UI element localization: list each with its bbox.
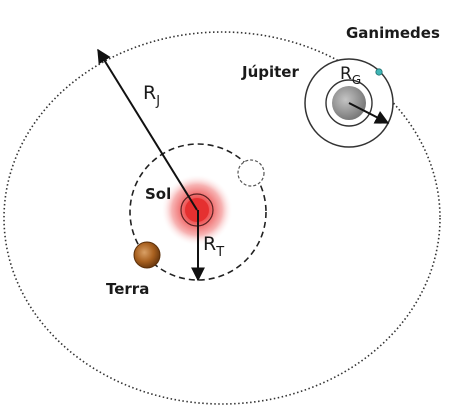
r-ganimedes-label: RG <box>340 64 361 87</box>
r-terra-label: RT <box>203 233 224 260</box>
jupiter-label: Júpiter <box>241 63 299 81</box>
ganymede-moon <box>375 68 383 76</box>
earth-planet <box>133 241 161 269</box>
sol-label: Sol <box>145 185 171 203</box>
jupiter-orbit <box>3 31 441 405</box>
earth-alt-position <box>237 159 265 187</box>
jupiter-ring <box>325 79 373 127</box>
r-ganimedes-arrow <box>348 102 390 124</box>
terra-label: Terra <box>106 280 149 298</box>
r-jupiter-label: RJ <box>143 82 160 109</box>
r-jupiter-arrow <box>97 48 198 211</box>
ganimedes-label: Ganimedes <box>346 24 440 42</box>
earth-orbit <box>129 143 267 281</box>
